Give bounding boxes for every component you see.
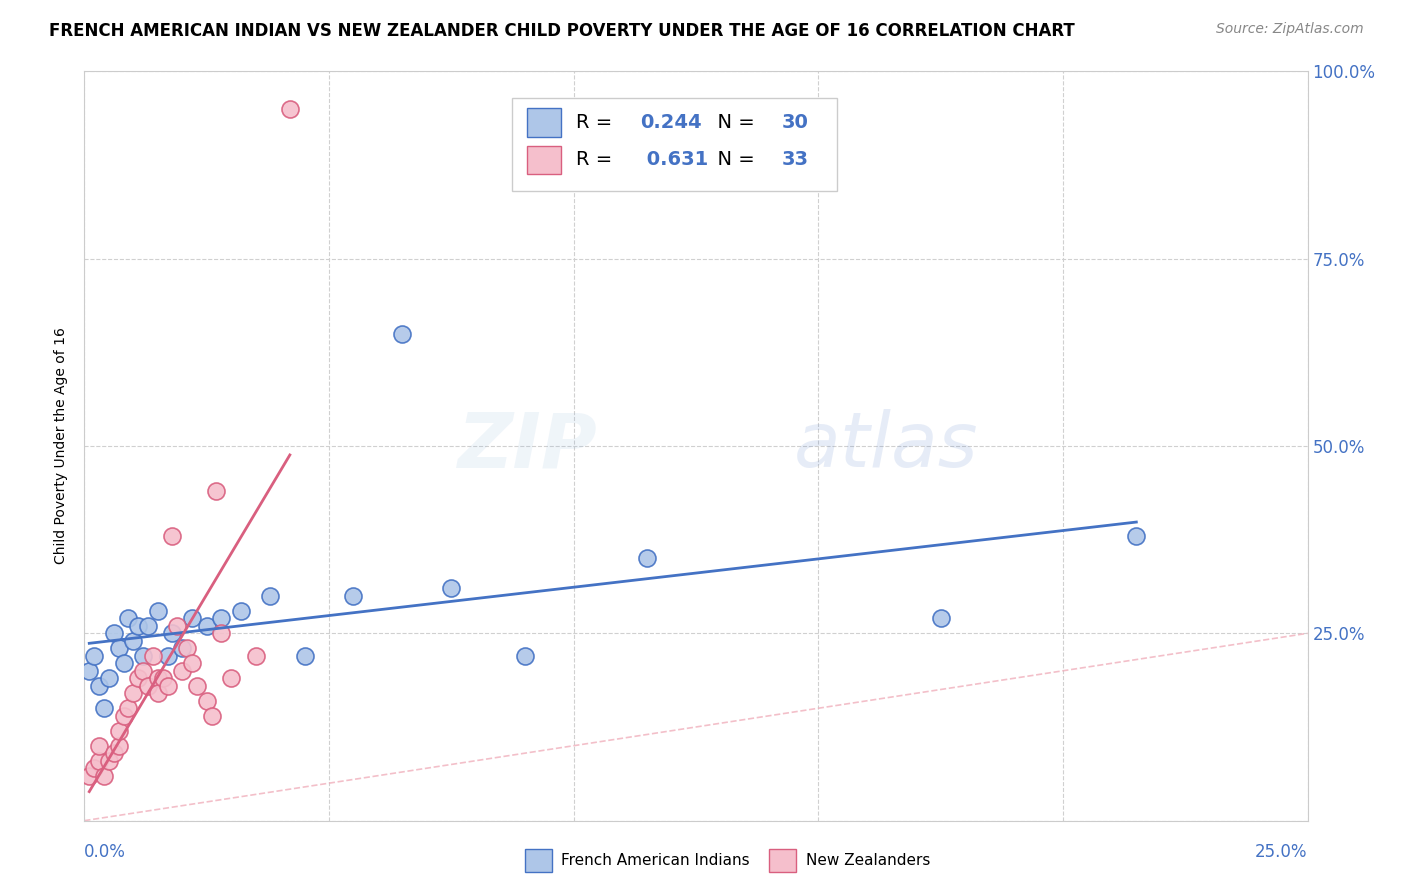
FancyBboxPatch shape <box>513 97 837 191</box>
Point <box>440 582 463 596</box>
Text: 33: 33 <box>782 150 808 169</box>
Point <box>83 648 105 663</box>
FancyBboxPatch shape <box>527 108 561 136</box>
Point <box>152 671 174 685</box>
Point <box>929 611 952 625</box>
Point <box>77 664 100 678</box>
Text: atlas: atlas <box>794 409 979 483</box>
Point <box>156 679 179 693</box>
Text: 0.631: 0.631 <box>640 150 709 169</box>
Point <box>156 648 179 663</box>
Text: ZIP: ZIP <box>458 409 598 483</box>
Point <box>87 754 110 768</box>
Point <box>1125 529 1147 543</box>
Point <box>127 671 149 685</box>
Point <box>219 671 242 685</box>
Text: 0.244: 0.244 <box>640 112 702 132</box>
Point <box>636 551 658 566</box>
Point <box>181 611 204 625</box>
Text: 25.0%: 25.0% <box>1256 843 1308 861</box>
Point <box>294 648 316 663</box>
Point <box>93 701 115 715</box>
Point <box>136 679 159 693</box>
Point <box>513 648 536 663</box>
Point <box>172 641 194 656</box>
Point <box>117 611 139 625</box>
Point <box>132 648 155 663</box>
Point <box>103 746 125 760</box>
Point <box>259 589 281 603</box>
Point <box>77 769 100 783</box>
Point <box>195 619 218 633</box>
Point <box>136 619 159 633</box>
Point <box>103 626 125 640</box>
Point <box>146 604 169 618</box>
Point <box>112 657 135 671</box>
FancyBboxPatch shape <box>527 145 561 174</box>
Point <box>181 657 204 671</box>
Text: 30: 30 <box>782 112 808 132</box>
Point <box>93 769 115 783</box>
Point <box>122 633 145 648</box>
Point <box>132 664 155 678</box>
Text: N =: N = <box>704 150 761 169</box>
Point <box>107 641 129 656</box>
Point <box>229 604 252 618</box>
Point <box>146 686 169 700</box>
Y-axis label: Child Poverty Under the Age of 16: Child Poverty Under the Age of 16 <box>55 327 69 565</box>
Point <box>391 326 413 341</box>
FancyBboxPatch shape <box>524 849 551 871</box>
Point <box>209 611 232 625</box>
Text: New Zealanders: New Zealanders <box>806 853 931 868</box>
Text: 0.0%: 0.0% <box>84 843 127 861</box>
Point <box>172 664 194 678</box>
Text: Source: ZipAtlas.com: Source: ZipAtlas.com <box>1216 22 1364 37</box>
Point <box>205 483 228 498</box>
Point <box>127 619 149 633</box>
FancyBboxPatch shape <box>769 849 796 871</box>
Point <box>122 686 145 700</box>
Point <box>107 723 129 738</box>
Point <box>97 754 120 768</box>
Text: R =: R = <box>576 150 619 169</box>
Text: FRENCH AMERICAN INDIAN VS NEW ZEALANDER CHILD POVERTY UNDER THE AGE OF 16 CORREL: FRENCH AMERICAN INDIAN VS NEW ZEALANDER … <box>49 22 1076 40</box>
Point <box>209 626 232 640</box>
Point <box>107 739 129 753</box>
Text: R =: R = <box>576 112 619 132</box>
Point <box>146 671 169 685</box>
Text: N =: N = <box>704 112 761 132</box>
Point <box>87 739 110 753</box>
Point <box>176 641 198 656</box>
Point <box>97 671 120 685</box>
Point <box>278 102 301 116</box>
Point <box>112 708 135 723</box>
Point <box>195 694 218 708</box>
Point <box>83 761 105 775</box>
Point <box>162 529 184 543</box>
Point <box>342 589 364 603</box>
Point <box>245 648 267 663</box>
Point <box>200 708 222 723</box>
Point <box>166 619 188 633</box>
Point <box>162 626 184 640</box>
Point <box>142 648 165 663</box>
Point <box>186 679 208 693</box>
Point <box>87 679 110 693</box>
Point <box>117 701 139 715</box>
Text: French American Indians: French American Indians <box>561 853 749 868</box>
